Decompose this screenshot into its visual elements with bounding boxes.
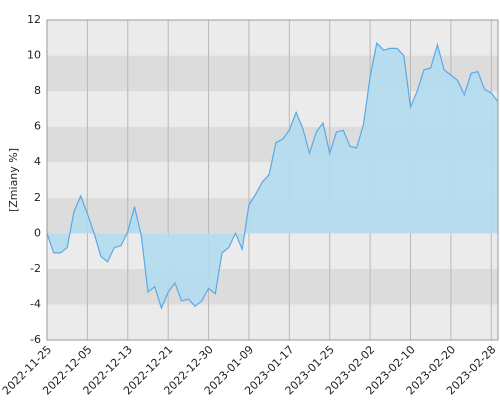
area [47,43,498,308]
y-tick-label: 10 [27,49,41,62]
y-tick-label: 12 [27,13,41,26]
y-tick-label: 6 [34,120,41,133]
y-tick-label: -4 [30,297,41,310]
plot-frame [46,19,499,341]
y-tick-label: -6 [30,333,41,346]
y-axis-label: [Zmiany %] [7,148,20,212]
y-tick-label: 2 [34,191,41,204]
y-tick-label: 4 [34,155,41,168]
y-tick-label: -2 [30,262,41,275]
y-tick-label: 0 [34,226,41,239]
grid-band [47,304,498,340]
y-tick-label: 8 [34,84,41,97]
grid-band [47,268,498,305]
line [46,41,499,310]
grid-band [47,20,498,56]
